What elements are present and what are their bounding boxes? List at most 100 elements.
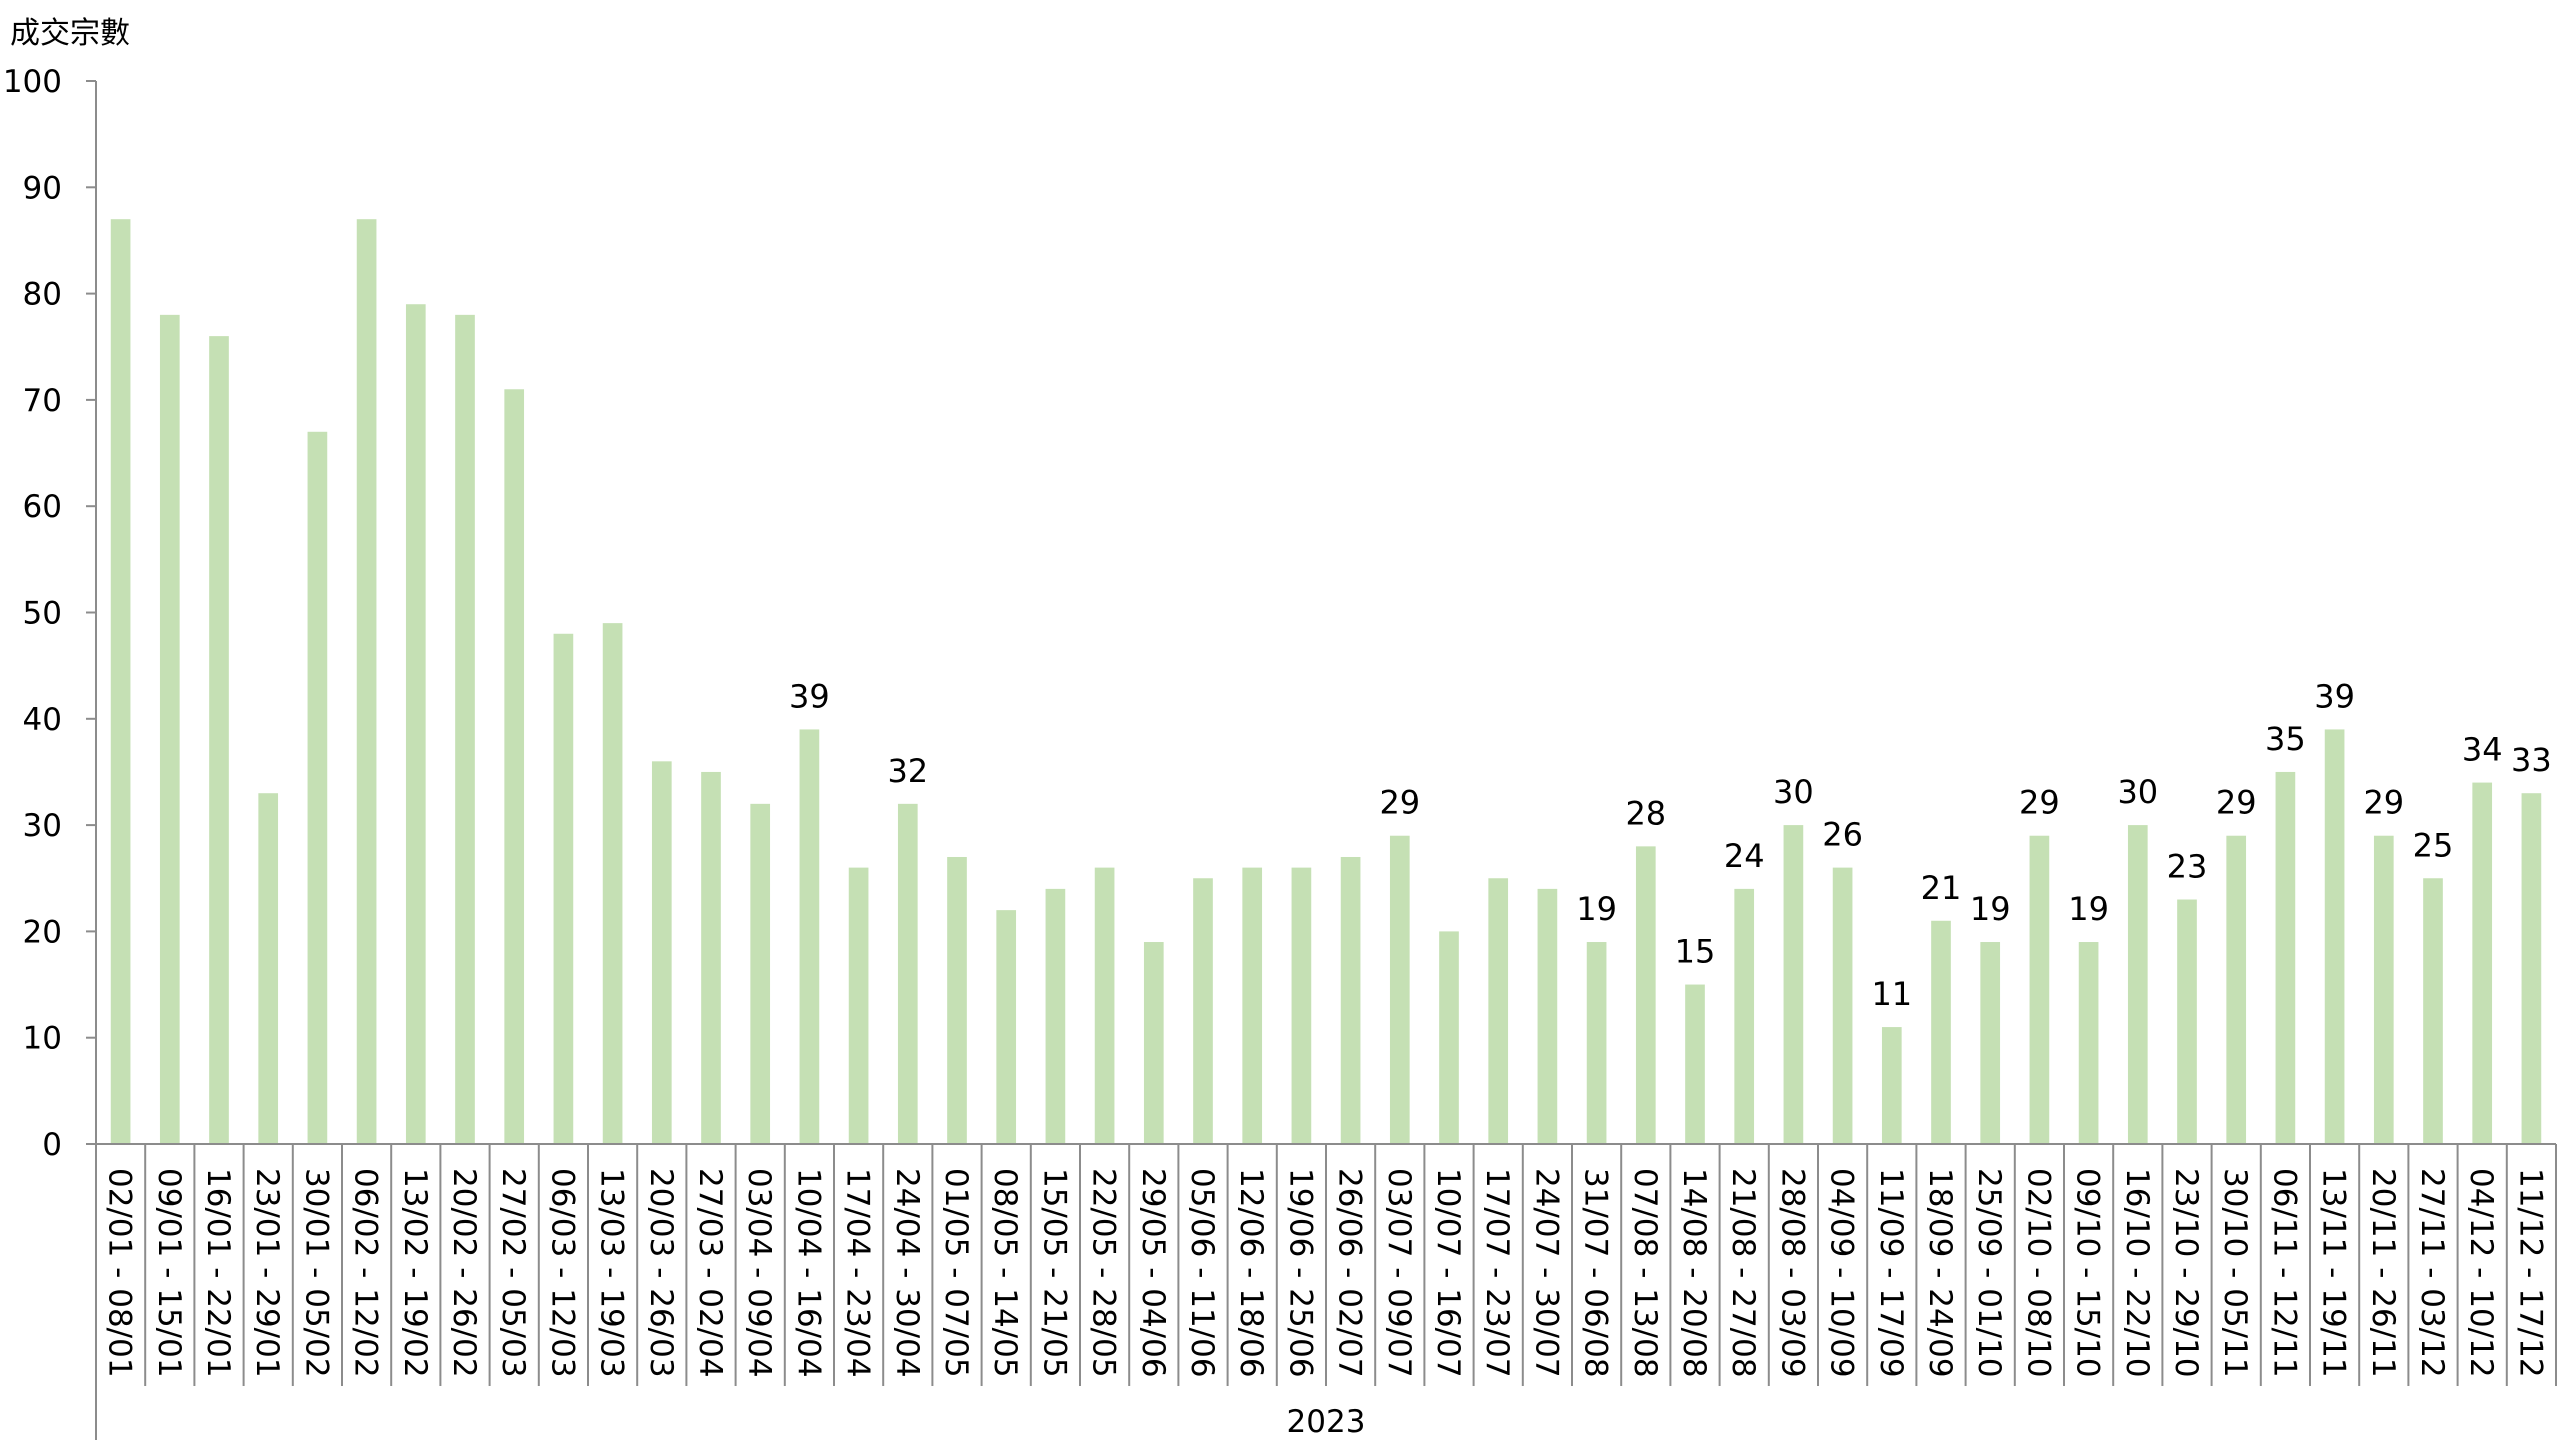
bar bbox=[356, 219, 377, 1144]
data-label: 21 bbox=[1921, 869, 1962, 907]
data-label: 32 bbox=[887, 752, 928, 790]
data-label: 30 bbox=[1773, 773, 1814, 811]
bar bbox=[405, 304, 426, 1145]
data-label: 23 bbox=[2167, 848, 2208, 886]
bar bbox=[2029, 835, 2050, 1144]
bar bbox=[2373, 835, 2394, 1144]
x-tick-label: 11/12 - 17/12 bbox=[2512, 1168, 2548, 1378]
x-tick-label: 11/09 - 17/09 bbox=[1873, 1168, 1909, 1378]
x-tick-label: 16/10 - 22/10 bbox=[2119, 1168, 2155, 1378]
year-label: 2023 bbox=[1287, 1404, 1366, 1440]
data-label: 30 bbox=[2117, 773, 2158, 811]
x-tick-label: 20/02 - 26/02 bbox=[446, 1168, 482, 1378]
bar bbox=[1586, 942, 1607, 1144]
bar bbox=[1094, 867, 1115, 1144]
x-tick-label: 28/08 - 03/09 bbox=[1774, 1168, 1810, 1378]
bar bbox=[1143, 942, 1164, 1144]
y-tick-label: 0 bbox=[42, 1127, 62, 1163]
bar bbox=[2275, 771, 2296, 1144]
x-tick-label: 06/03 - 12/03 bbox=[544, 1168, 580, 1378]
bar bbox=[799, 729, 820, 1144]
data-label: 25 bbox=[2413, 826, 2454, 864]
y-tick-label: 100 bbox=[3, 64, 62, 100]
bar bbox=[1685, 984, 1705, 1144]
x-tick-label: 10/04 - 16/04 bbox=[790, 1168, 826, 1378]
bar bbox=[897, 803, 918, 1144]
y-tick-label: 20 bbox=[23, 914, 62, 950]
x-tick-label: 27/02 - 05/03 bbox=[495, 1168, 531, 1378]
bar bbox=[1193, 878, 1213, 1144]
x-tick-label: 13/02 - 19/02 bbox=[397, 1168, 433, 1378]
x-tick-label: 24/04 - 30/04 bbox=[889, 1168, 925, 1378]
x-tick-label: 21/08 - 27/08 bbox=[1725, 1168, 1761, 1378]
bar bbox=[1537, 888, 1558, 1144]
x-tick-label: 27/03 - 02/04 bbox=[692, 1168, 728, 1378]
data-labels-group: 3932291928152430261121192919302329353929… bbox=[789, 677, 2552, 1013]
bar bbox=[750, 803, 771, 1144]
x-tick-label: 25/09 - 01/10 bbox=[1971, 1168, 2007, 1378]
x-tick-label: 23/01 - 29/01 bbox=[249, 1168, 285, 1378]
data-label: 24 bbox=[1724, 837, 1765, 875]
y-tick-label: 40 bbox=[23, 702, 62, 738]
y-tick-labels: 0 10 20 30 40 50 60 70 80 90 100 bbox=[3, 64, 62, 1163]
data-label: 26 bbox=[1822, 816, 1863, 854]
x-tick-label: 29/05 - 04/06 bbox=[1135, 1168, 1171, 1378]
x-tick-label: 01/05 - 07/05 bbox=[938, 1168, 974, 1378]
data-label: 39 bbox=[2314, 677, 2355, 715]
x-tick-label: 20/11 - 26/11 bbox=[2365, 1168, 2401, 1378]
bar bbox=[1439, 931, 1459, 1144]
x-tick-label: 06/11 - 12/11 bbox=[2266, 1168, 2302, 1378]
bar bbox=[307, 431, 328, 1144]
bar bbox=[1931, 920, 1951, 1144]
y-axis-title: 成交宗數 bbox=[10, 16, 130, 51]
bar bbox=[553, 633, 574, 1144]
x-tick-label: 22/05 - 28/05 bbox=[1086, 1168, 1122, 1378]
bar bbox=[651, 761, 672, 1144]
data-label: 34 bbox=[2462, 731, 2503, 769]
bar bbox=[2521, 793, 2542, 1144]
bar bbox=[2423, 878, 2443, 1144]
bar bbox=[1635, 846, 1656, 1144]
x-tick-label: 23/10 - 29/10 bbox=[2168, 1168, 2204, 1378]
data-label: 29 bbox=[1379, 784, 1420, 822]
y-tick-label: 90 bbox=[23, 170, 62, 206]
bar bbox=[1242, 867, 1263, 1144]
x-tick-label: 02/01 - 08/01 bbox=[102, 1168, 138, 1378]
x-tick-label: 06/02 - 12/02 bbox=[348, 1168, 384, 1378]
x-tick-label: 30/01 - 05/02 bbox=[298, 1168, 334, 1378]
bar bbox=[848, 867, 869, 1144]
x-tick-label: 24/07 - 30/07 bbox=[1528, 1168, 1564, 1378]
data-label: 15 bbox=[1675, 933, 1716, 971]
bar bbox=[1291, 867, 1312, 1144]
bar bbox=[2226, 835, 2247, 1144]
y-tick-label: 60 bbox=[23, 489, 62, 525]
bar bbox=[1783, 825, 1804, 1144]
bar bbox=[1340, 856, 1361, 1144]
data-label: 11 bbox=[1871, 975, 1912, 1013]
data-label: 29 bbox=[2019, 784, 2060, 822]
x-tick-label: 31/07 - 06/08 bbox=[1578, 1168, 1614, 1378]
bar bbox=[110, 219, 131, 1144]
x-tick-labels: 02/01 - 08/01 09/01 - 15/01 16/01 - 22/01 2… bbox=[102, 1168, 2549, 1378]
data-label: 33 bbox=[2511, 741, 2552, 779]
bar bbox=[209, 336, 229, 1144]
x-tick-label: 09/01 - 15/01 bbox=[151, 1168, 187, 1378]
x-tick-label: 30/10 - 05/11 bbox=[2217, 1168, 2253, 1378]
data-label: 19 bbox=[2068, 890, 2109, 928]
bar bbox=[2078, 942, 2099, 1144]
data-label: 28 bbox=[1625, 794, 1666, 832]
y-tick-label: 30 bbox=[23, 808, 62, 844]
data-label: 29 bbox=[2216, 784, 2257, 822]
bar bbox=[1488, 878, 1509, 1144]
data-label: 19 bbox=[1970, 890, 2011, 928]
y-axis-label: 成交宗數 bbox=[10, 16, 130, 51]
x-tick-label: 17/04 - 23/04 bbox=[840, 1168, 876, 1378]
x-tick-label: 08/05 - 14/05 bbox=[987, 1168, 1023, 1378]
year-group: 2023 bbox=[1287, 1404, 1366, 1440]
bar bbox=[2177, 899, 2197, 1144]
x-tick-label: 13/03 - 19/03 bbox=[594, 1168, 630, 1378]
data-label: 29 bbox=[2363, 784, 2404, 822]
bar bbox=[1980, 942, 2001, 1144]
x-tick-label: 26/06 - 02/07 bbox=[1332, 1168, 1368, 1378]
bar bbox=[602, 623, 623, 1144]
